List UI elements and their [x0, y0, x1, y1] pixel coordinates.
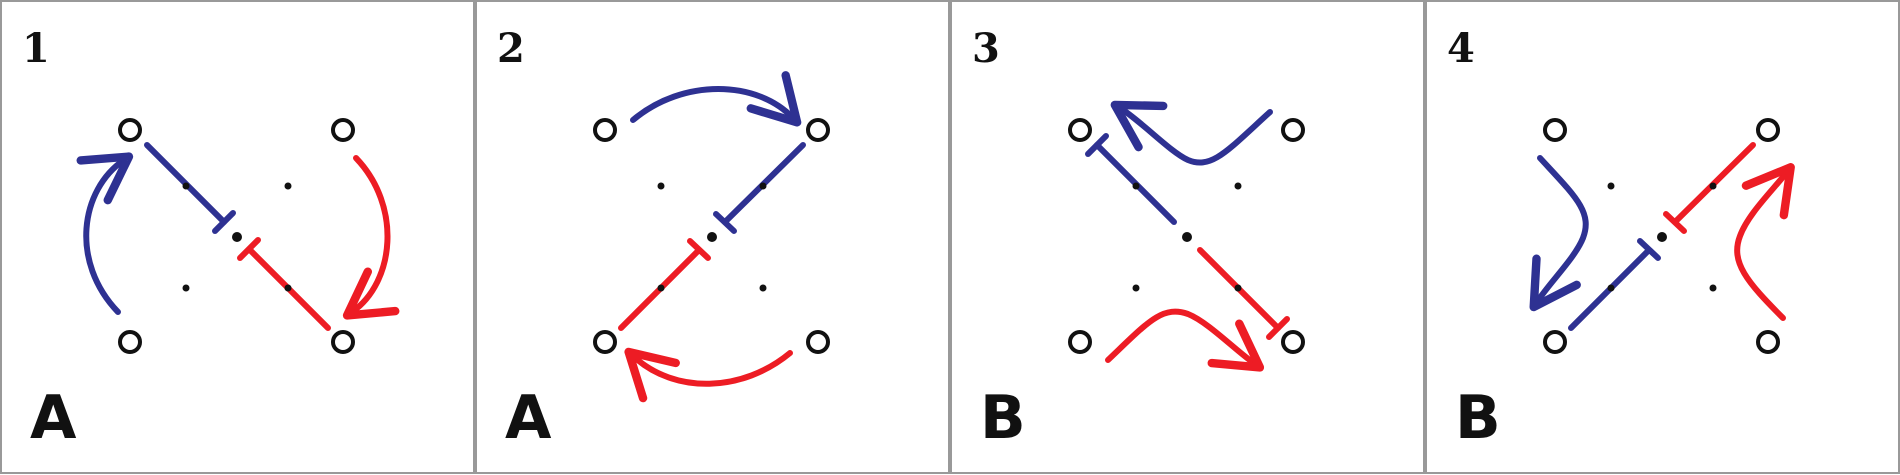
blue-curved-arrow	[1110, 100, 1273, 166]
bar-midpoint-dot	[284, 284, 292, 292]
panel-border	[950, 0, 1425, 474]
red-bar	[1197, 247, 1290, 340]
panel-number: 1	[22, 25, 50, 72]
node-circles	[1068, 118, 1305, 354]
node-dots	[1607, 182, 1717, 292]
red-curved-arrow	[1105, 308, 1265, 372]
bar-midpoint-dot	[1607, 284, 1615, 292]
blue-bar	[713, 142, 806, 234]
red-bar	[1663, 142, 1756, 234]
blue-bar	[1568, 238, 1661, 331]
bar-midpoint-dot	[657, 284, 665, 292]
panel-letter: B	[1455, 383, 1501, 453]
panel-number: 2	[497, 25, 525, 72]
bar-midpoint-dot	[1234, 284, 1242, 292]
panel-border	[475, 0, 950, 474]
bar-midpoint-dot	[1132, 182, 1140, 190]
panel-2: 2 A	[475, 0, 950, 474]
node-dots	[182, 182, 292, 292]
red-curved-arrow	[1734, 163, 1795, 321]
bar-midpoint-dot	[1709, 182, 1717, 190]
bar-midpoint-dot	[759, 182, 767, 190]
bar-midpoint-dot	[182, 182, 190, 190]
node-circles	[593, 118, 830, 354]
blue-bar	[144, 142, 236, 234]
blue-curved-arrow	[1529, 155, 1589, 312]
panel-letter: B	[980, 383, 1026, 453]
panel-number: 3	[972, 25, 1000, 72]
red-bar	[618, 238, 711, 331]
node-dots	[1132, 182, 1242, 292]
blue-bar	[1085, 133, 1177, 225]
panel-letter: A	[505, 383, 552, 453]
panel-border	[0, 0, 475, 474]
panel-letter: A	[30, 383, 77, 453]
panel-1: 1 A	[0, 0, 475, 474]
red-bar	[237, 237, 331, 331]
blue-curved-arrow	[630, 71, 802, 127]
panel-4: 4 B	[1425, 0, 1900, 474]
red-curved-arrow	[342, 155, 400, 320]
blue-curved-arrow	[76, 152, 134, 315]
node-dots	[657, 182, 767, 292]
node-circles	[1543, 118, 1780, 354]
node-circles	[118, 118, 355, 354]
red-curved-arrow	[624, 347, 793, 403]
panel-number: 4	[1447, 25, 1475, 72]
panel-3: 3 B	[950, 0, 1425, 474]
panel-border	[1425, 0, 1900, 474]
